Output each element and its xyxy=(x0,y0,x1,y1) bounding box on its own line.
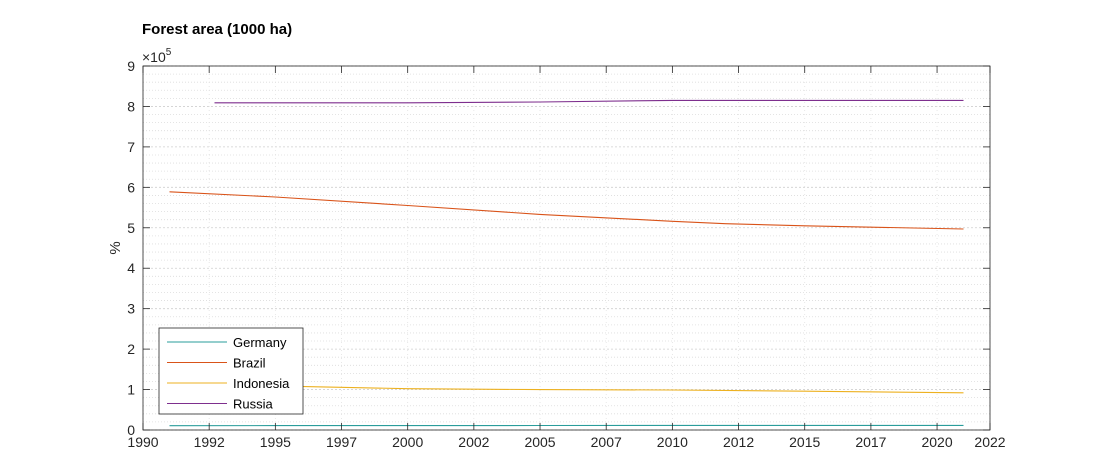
legend-label-russia: Russia xyxy=(233,397,274,412)
x-tick-label: 2000 xyxy=(392,434,423,450)
y-tick-label: 7 xyxy=(127,139,135,155)
y-tick-label: 1 xyxy=(127,382,135,398)
x-tick-label: 2007 xyxy=(591,434,622,450)
y-tick-label: 6 xyxy=(127,179,135,195)
x-tick-label: 2022 xyxy=(974,434,1005,450)
chart-title: Forest area (1000 ha) xyxy=(142,21,292,38)
y-exponent-power: 5 xyxy=(166,47,172,58)
x-tick-label: 1997 xyxy=(326,434,357,450)
axes-box xyxy=(142,65,991,431)
legend: Germany Brazil Indonesia Russia xyxy=(158,327,304,415)
x-tick-label: 2002 xyxy=(458,434,489,450)
y-tick-label: 3 xyxy=(127,301,135,317)
x-tick-label: 1995 xyxy=(260,434,291,450)
x-tick-label: 2005 xyxy=(524,434,555,450)
legend-label-germany: Germany xyxy=(233,335,287,350)
x-tick-label: 2010 xyxy=(657,434,688,450)
y-tick-label: 0 xyxy=(127,422,135,438)
series-line-russia xyxy=(214,99,964,104)
x-tick-label: 2020 xyxy=(921,434,952,450)
y-exponent-label: ×105 xyxy=(142,47,172,65)
y-tick-label: 2 xyxy=(127,341,135,357)
plot-area: 0 1 2 3 4 5 6 7 8 9 1990 1992 1995 1997 2000 2002 2005 20… xyxy=(127,58,1006,450)
y-axis-label: % xyxy=(107,241,124,254)
y-tick-label: 5 xyxy=(127,220,135,236)
x-tick-label: 2017 xyxy=(855,434,886,450)
series-line-brazil xyxy=(169,191,964,230)
x-tick-label: 2012 xyxy=(723,434,754,450)
legend-label-brazil: Brazil xyxy=(233,356,266,371)
x-tick-label: 1990 xyxy=(127,434,158,450)
x-tick-label: 1992 xyxy=(194,434,225,450)
y-tick-label: 4 xyxy=(127,260,135,276)
x-tick-label: 2015 xyxy=(789,434,820,450)
legend-label-indonesia: Indonesia xyxy=(233,376,290,391)
y-exponent-base: ×10 xyxy=(142,49,166,65)
y-tick-label: 8 xyxy=(127,98,135,114)
y-tick-label: 9 xyxy=(127,58,135,74)
